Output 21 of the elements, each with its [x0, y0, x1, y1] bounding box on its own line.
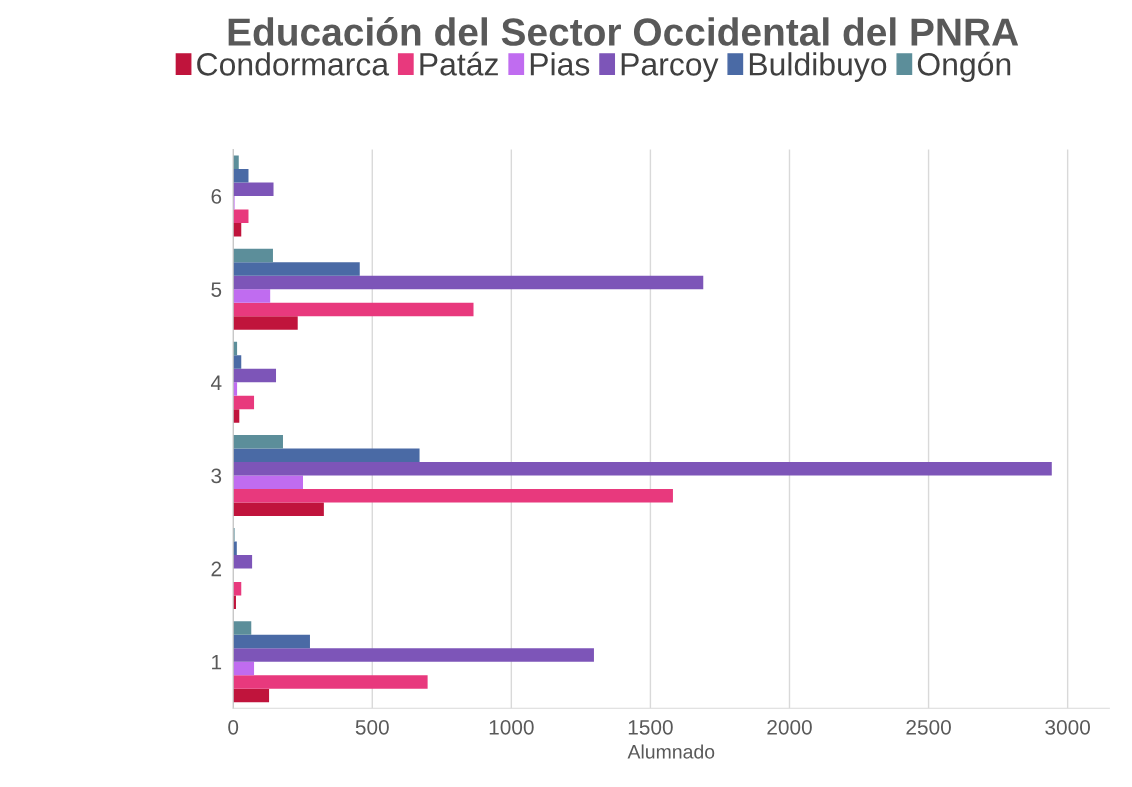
chart-title: Educación del Sector Occidental del PNRA — [228, 16, 1019, 46]
legend-label: Ongón — [917, 51, 1011, 82]
legend-label: Pias — [530, 52, 590, 76]
legend-label: Condormarca — [197, 52, 390, 76]
legend-label: Parcoy — [621, 53, 719, 82]
x-tick-label: 2500 — [906, 719, 951, 735]
y-tick-label: 3 — [211, 468, 222, 484]
legend-label: Patáz — [420, 51, 498, 76]
x-axis-title: Alumnado — [627, 744, 715, 759]
y-tick-label: 4 — [210, 375, 222, 390]
y-tick-label: 2 — [211, 561, 222, 577]
y-tick-label: 5 — [211, 282, 222, 297]
y-tick-label: 6 — [211, 189, 222, 204]
x-tick-label: 0 — [228, 719, 239, 735]
y-tick-label: 1 — [212, 654, 222, 670]
x-tick-label: 1000 — [489, 719, 534, 735]
x-tick-label: 3000 — [1045, 719, 1090, 735]
x-tick-label: 500 — [355, 719, 389, 735]
legend-label: Buldibuyo — [749, 52, 887, 82]
x-tick-label: 1500 — [628, 719, 673, 735]
x-tick-label: 2000 — [767, 719, 812, 735]
